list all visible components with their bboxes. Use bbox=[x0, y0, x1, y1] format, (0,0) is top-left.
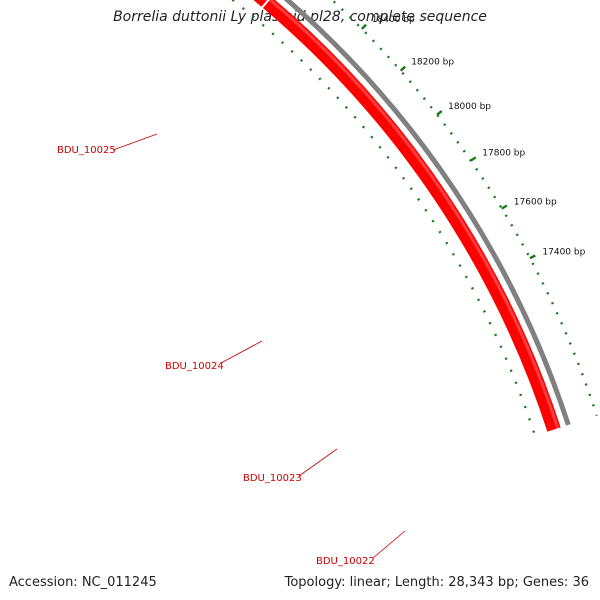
gene-leader-line bbox=[220, 340, 263, 364]
gene-leader-line bbox=[372, 530, 406, 559]
scale-tick-mark bbox=[436, 110, 443, 116]
gene-boundary bbox=[260, 0, 270, 9]
outer-tick-ring bbox=[330, 0, 598, 416]
scale-tick-mark bbox=[360, 23, 367, 30]
gene-track-highlight bbox=[268, 0, 560, 429]
gene-label[interactable]: BDU_10022 bbox=[316, 556, 375, 567]
scale-tick-mark bbox=[501, 204, 508, 210]
gene-leader-line bbox=[298, 448, 338, 477]
scale-label: 17800 bp bbox=[482, 149, 525, 159]
scale-label: 18400 bp bbox=[372, 15, 415, 25]
scale-tick-mark bbox=[399, 65, 406, 72]
scale-tick-mark bbox=[529, 254, 536, 260]
gene-label[interactable]: BDU_10024 bbox=[165, 361, 224, 372]
gene-label[interactable]: BDU_10023 bbox=[243, 473, 302, 484]
scale-label: 18200 bp bbox=[411, 57, 454, 67]
gene-label[interactable]: BDU_10025 bbox=[57, 145, 116, 156]
scale-label: 17600 bp bbox=[514, 197, 557, 207]
scale-label: 18000 bp bbox=[448, 102, 491, 112]
map-title: Borrelia duttonii Ly plasmid pl28, compl… bbox=[113, 9, 487, 25]
gene-leader-line bbox=[112, 133, 158, 151]
accession-text: Accession: NC_011245 bbox=[9, 575, 157, 590]
scale-tick-mark bbox=[470, 156, 477, 162]
scale-label: 17400 bp bbox=[542, 248, 585, 258]
topology-summary: Topology: linear; Length: 28,343 bp; Gen… bbox=[284, 575, 589, 590]
backbone-ring bbox=[283, 0, 571, 426]
gene-track-base bbox=[253, 0, 561, 432]
